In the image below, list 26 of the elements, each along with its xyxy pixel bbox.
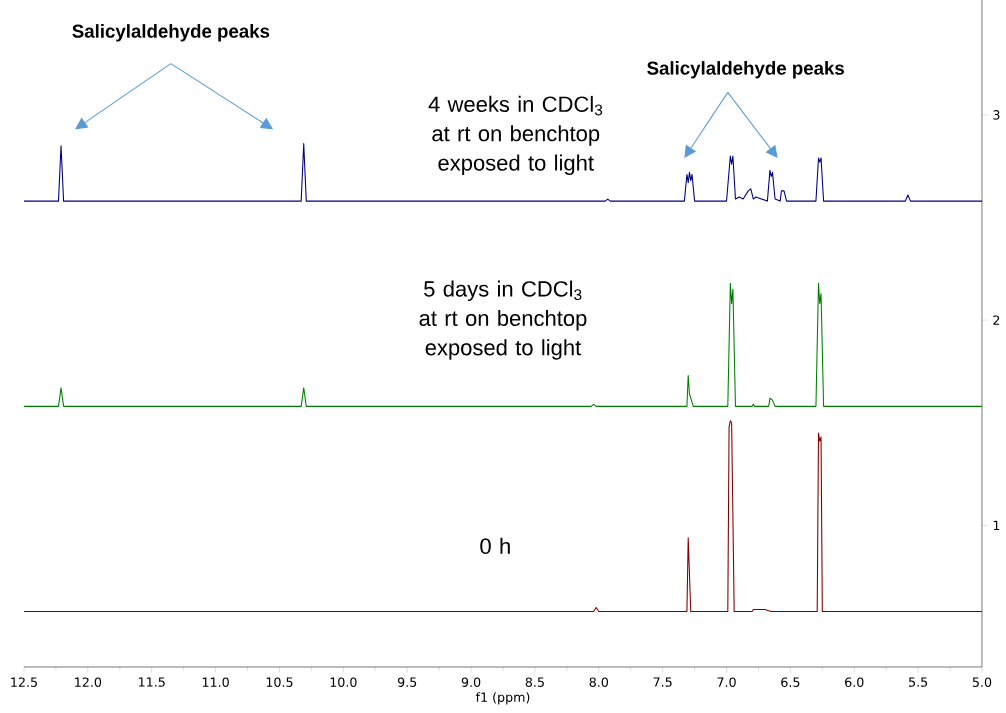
x-tick-label: 6.5 xyxy=(781,677,800,687)
y-tick-label: 1 xyxy=(993,520,1000,530)
annotation: Salicylaldehyde peaks xyxy=(647,61,844,79)
x-tick-label: 7.5 xyxy=(653,677,672,687)
line-series xyxy=(23,282,983,407)
x-axis-title: f1 (ppm) xyxy=(475,692,530,705)
x-tick-label: 5.5 xyxy=(909,677,928,687)
series-label: 4 weeks in CDCl$_{3}$ at rt on benchtop exposed to light xyxy=(428,95,603,176)
x-tick-label: 10.0 xyxy=(330,677,357,687)
x-tick-label: 9.0 xyxy=(461,677,481,687)
text: 0 h xyxy=(480,537,510,554)
x-tick-label: 6.0 xyxy=(845,677,864,687)
x-tick-label: 11.0 xyxy=(202,677,229,687)
y-tick-label: 3 xyxy=(993,110,1000,120)
annotation: Salicylaldehyde peaks xyxy=(72,24,270,42)
x-tick-label: 8.5 xyxy=(525,677,544,687)
y-tick-label: 2 xyxy=(993,315,1000,325)
x-tick-label: 11.5 xyxy=(139,677,165,687)
x-tick-label: 5.0 xyxy=(972,677,992,687)
x-tick-label: 8.0 xyxy=(589,677,609,687)
x-tick-label: 9.5 xyxy=(397,677,417,687)
x-tick-label: 12.5 xyxy=(11,677,37,687)
x-tick-label: 12.0 xyxy=(75,677,102,687)
text: 5 days in CDCl$_{3}$ at rt on benchtop exposed to light xyxy=(419,280,587,360)
x-tick-label: 7.0 xyxy=(717,677,736,687)
x-tick-label: 10.5 xyxy=(266,677,293,687)
